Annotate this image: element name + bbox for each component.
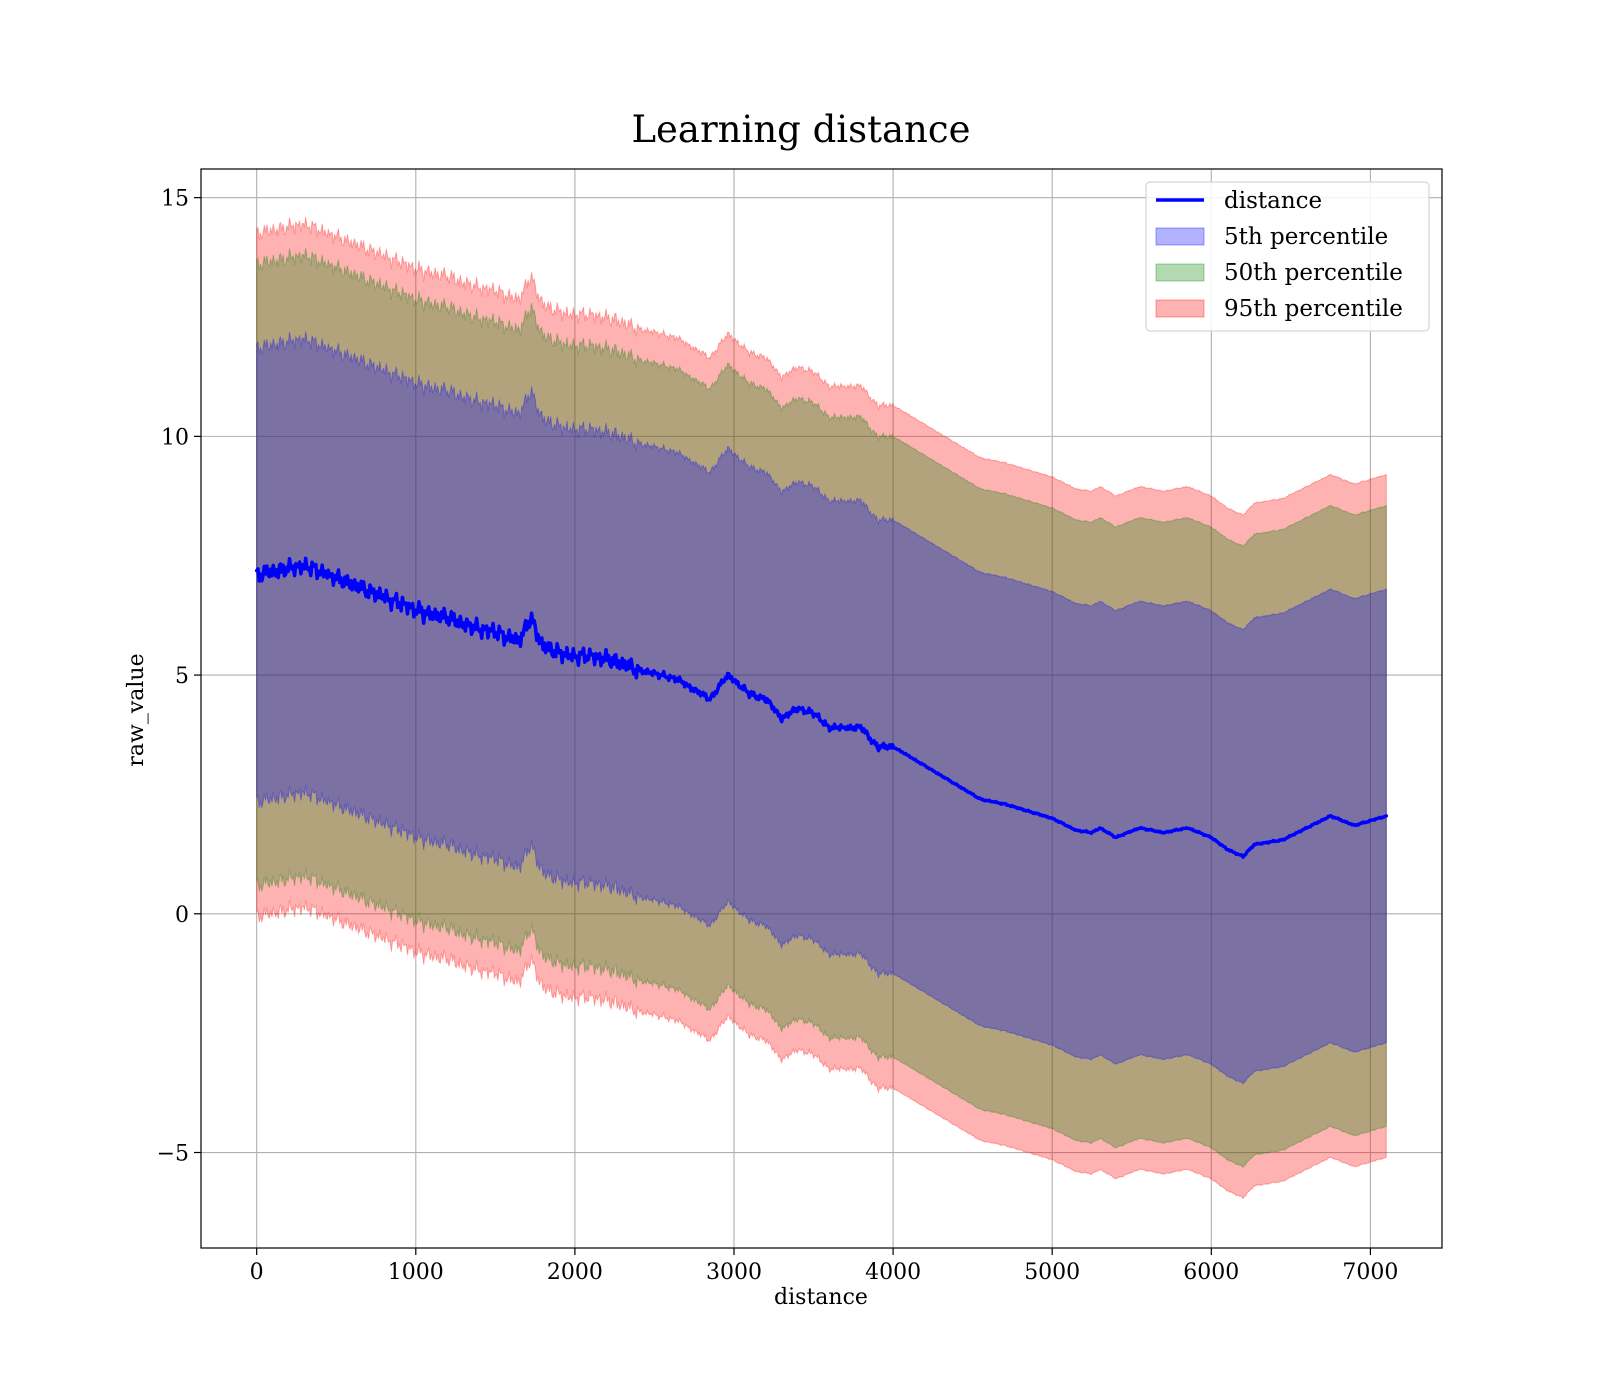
band-5th-percentile xyxy=(256,331,1387,1085)
y-tick-label-1: 0 xyxy=(175,903,189,928)
y-tick-label-0: −5 xyxy=(157,1142,189,1167)
legend-frame xyxy=(1145,181,1430,332)
x-tick-label-5: 5000 xyxy=(1024,1260,1080,1285)
y-tick-label-4: 15 xyxy=(161,187,189,212)
legend-label-distance: distance xyxy=(1224,188,1322,214)
chart-title: Learning distance xyxy=(631,108,970,151)
band-50th-percentile xyxy=(256,247,1387,1169)
legend-label-50th: 50th percentile xyxy=(1224,260,1403,286)
y-axis-label: raw_value xyxy=(124,653,149,766)
x-tick-label-2: 2000 xyxy=(547,1260,603,1285)
band-95th-percentile xyxy=(256,216,1387,1200)
plot-frame xyxy=(200,168,1443,1249)
x-tick-label-1: 1000 xyxy=(388,1260,444,1285)
x-tick-label-0: 0 xyxy=(250,1260,264,1285)
legend-swatch-50th xyxy=(1155,263,1205,282)
distance-line-layer xyxy=(254,556,1389,859)
percentile-bands xyxy=(256,216,1387,1200)
legend-swatch-5th xyxy=(1155,227,1205,246)
x-tick-label-7: 7000 xyxy=(1342,1260,1398,1285)
distance-line xyxy=(254,556,1389,859)
y-axis-ticks: −5 0 5 10 15 xyxy=(157,187,201,1167)
y-tick-label-2: 5 xyxy=(175,664,189,689)
grid xyxy=(201,169,1442,1248)
legend-label-95th: 95th percentile xyxy=(1224,296,1403,322)
x-axis-ticks: 0 1000 2000 3000 4000 5000 6000 7000 xyxy=(250,1248,1398,1285)
legend-swatch-95th xyxy=(1155,299,1205,318)
legend: distance 5th percentile 50th percentile … xyxy=(1145,181,1430,332)
x-tick-label-3: 3000 xyxy=(706,1260,762,1285)
x-tick-label-6: 6000 xyxy=(1183,1260,1239,1285)
x-tick-label-4: 4000 xyxy=(865,1260,921,1285)
x-axis-label: distance xyxy=(774,1285,868,1310)
legend-label-5th: 5th percentile xyxy=(1224,224,1388,250)
y-tick-label-3: 10 xyxy=(161,425,189,450)
